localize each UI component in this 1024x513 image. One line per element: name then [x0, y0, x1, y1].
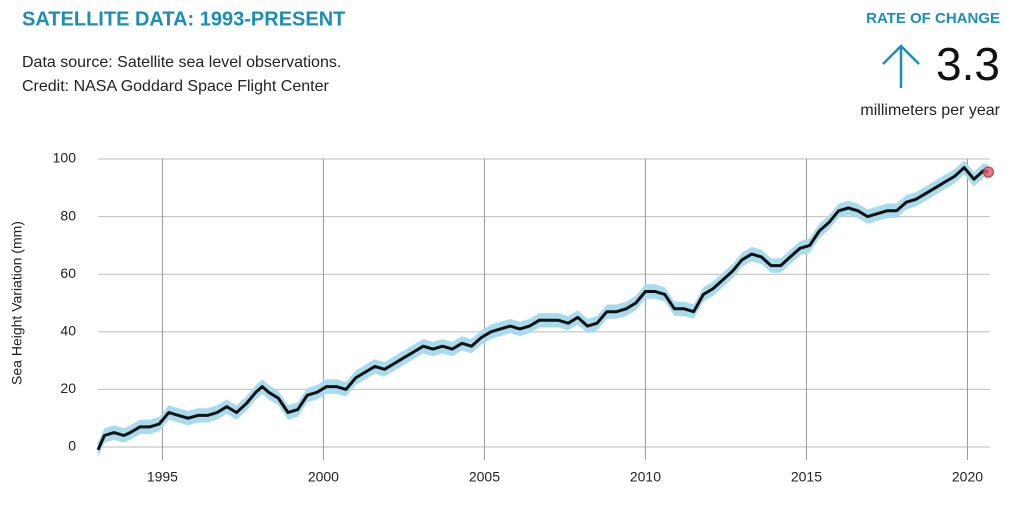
y-tick-label: 0 — [68, 438, 76, 454]
y-tick-label: 100 — [53, 150, 77, 166]
y-axis-label: Sea Height Variation (mm) — [9, 221, 25, 385]
x-tick-label: 2000 — [308, 469, 339, 485]
x-tick-label: 2005 — [469, 469, 500, 485]
y-tick-label: 40 — [60, 323, 76, 339]
y-tick-label: 60 — [60, 265, 76, 281]
y-tick-label: 80 — [60, 207, 76, 223]
rate-value: 3.3 — [936, 38, 1000, 90]
credit: Credit: NASA Goddard Space Flight Center — [22, 78, 329, 95]
source: Data source: Satellite sea level observa… — [22, 54, 341, 71]
rate-unit: millimeters per year — [860, 102, 1000, 119]
x-tick-label: 2015 — [791, 469, 822, 485]
line — [96, 166, 989, 451]
title: SATELLITE DATA: 1993-PRESENT — [22, 8, 345, 30]
uncertainty-band — [98, 160, 989, 458]
x-tick-label: 2020 — [952, 469, 983, 485]
x-tick-label: 2010 — [630, 469, 661, 485]
end-marker — [982, 166, 994, 178]
y-tick-label: 20 — [60, 380, 76, 396]
x-tick-label: 1995 — [147, 469, 178, 485]
rate-label: RATE OF CHANGE — [866, 10, 1000, 27]
arrow-icon — [882, 44, 920, 88]
